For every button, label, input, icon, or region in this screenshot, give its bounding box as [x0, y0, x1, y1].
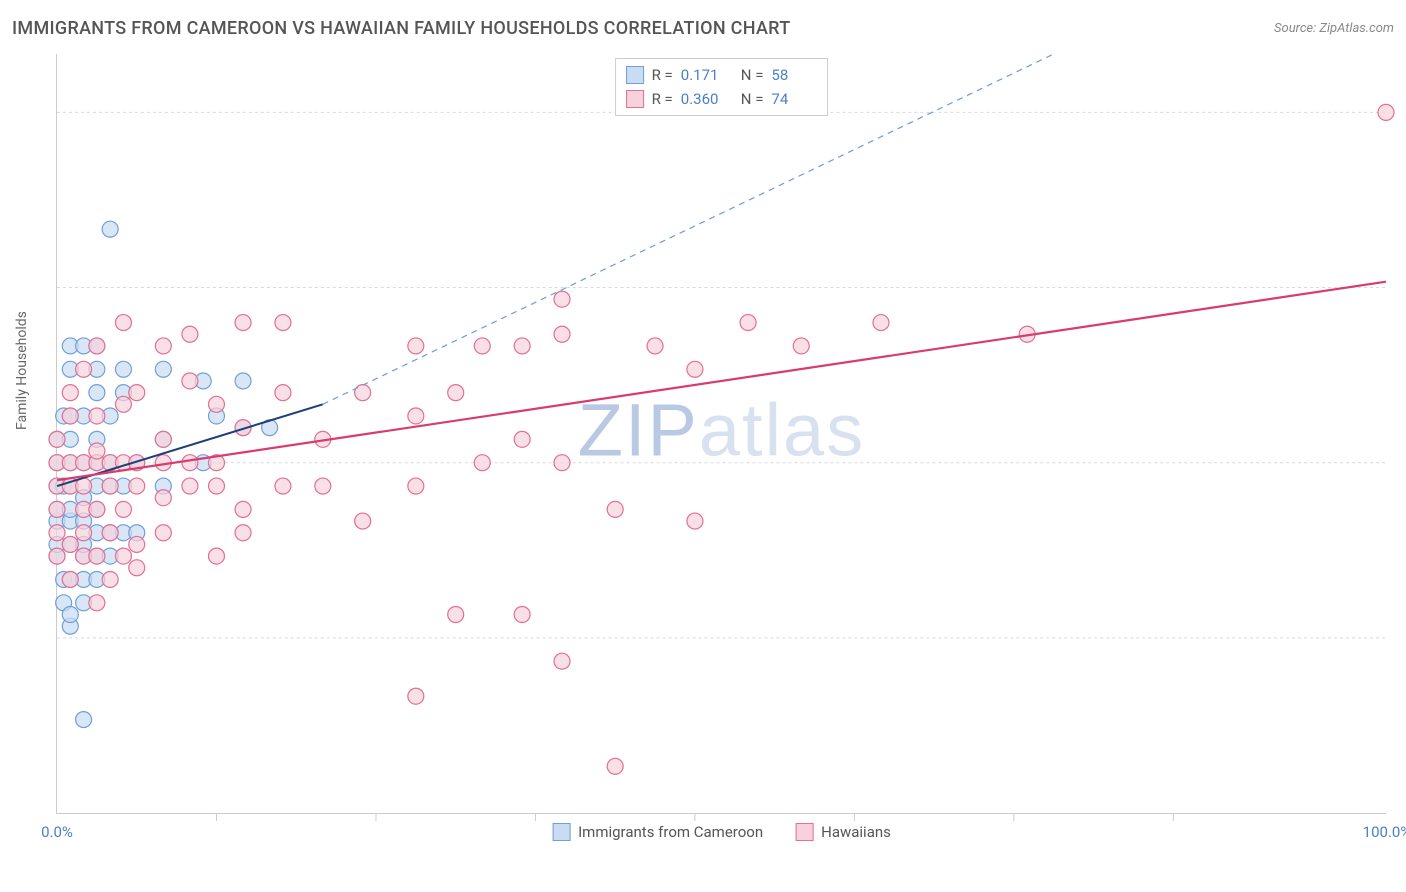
legend-item-cameroon: Immigrants from Cameroon [552, 823, 763, 841]
r-label: R = [652, 63, 673, 87]
gridlines [57, 112, 1386, 637]
chart-header: IMMIGRANTS FROM CAMEROON VS HAWAIIAN FAM… [12, 18, 1394, 39]
n-value-cameroon: 58 [771, 63, 817, 87]
scatter-points [49, 104, 1394, 774]
chart-svg [57, 54, 1386, 813]
chart-title: IMMIGRANTS FROM CAMEROON VS HAWAIIAN FAM… [12, 18, 790, 39]
n-value-hawaiians: 74 [771, 87, 817, 111]
trend-lines [57, 54, 1386, 486]
stats-row-cameroon: R = 0.171 N = 58 [626, 63, 818, 87]
r-label: R = [652, 87, 673, 111]
plot-area: ZIPatlas R = 0.171 N = 58 R = 0.360 N = … [56, 54, 1386, 814]
bottom-legend: Immigrants from Cameroon Hawaiians [552, 823, 891, 841]
x-tick-label: 100.0% [1363, 823, 1406, 841]
legend-item-hawaiians: Hawaiians [795, 823, 891, 841]
y-axis-label: Family Households [14, 311, 30, 430]
swatch-hawaiians [626, 90, 644, 108]
r-value-hawaiians: 0.360 [681, 87, 727, 111]
legend-label-cameroon: Immigrants from Cameroon [578, 823, 763, 841]
swatch-cameroon [626, 66, 644, 84]
n-label: N = [741, 87, 764, 111]
swatch-hawaiians-bottom [795, 823, 813, 841]
stats-row-hawaiians: R = 0.360 N = 74 [626, 87, 818, 111]
n-label: N = [741, 63, 764, 87]
x-tick-label: 0.0% [41, 823, 73, 841]
source-attribution: Source: ZipAtlas.com [1274, 21, 1394, 36]
stats-legend-box: R = 0.171 N = 58 R = 0.360 N = 74 [615, 58, 829, 116]
legend-label-hawaiians: Hawaiians [821, 823, 891, 841]
axis-ticks [216, 813, 1173, 821]
swatch-cameroon-bottom [552, 823, 570, 841]
r-value-cameroon: 0.171 [681, 63, 727, 87]
